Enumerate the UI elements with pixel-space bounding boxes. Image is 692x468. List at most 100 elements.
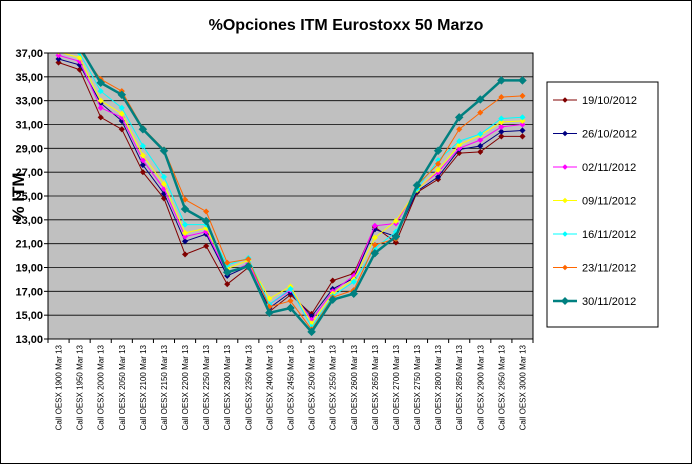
data-point <box>454 112 464 122</box>
data-point <box>477 142 484 150</box>
legend-label: 30/11/2012 <box>582 296 636 308</box>
x-tick-label: Call OESX 2900 Mar 13 <box>476 344 485 430</box>
x-tick-label: Call OESX 2000 Mar 13 <box>97 344 106 430</box>
data-point <box>498 115 505 122</box>
x-tick-label: Call OESX 2300 Mar 13 <box>223 344 232 430</box>
y-tick-label: 35,00 <box>15 72 43 84</box>
legend-label: 26/10/2012 <box>582 129 637 141</box>
data-point <box>96 78 106 88</box>
data-point <box>475 95 485 104</box>
y-tick-label: 37,00 <box>15 48 43 60</box>
x-tick-label: Call OESX 2500 Mar 13 <box>308 344 317 430</box>
data-point <box>160 173 168 181</box>
legend-marker <box>562 264 568 271</box>
data-point <box>55 53 62 59</box>
y-tick-label: 31,00 <box>15 120 43 132</box>
data-point <box>477 136 484 144</box>
legend-marker <box>562 130 568 137</box>
data-point <box>371 241 379 249</box>
legend-label: 19/10/2012 <box>582 95 637 107</box>
y-tick-label: 19,00 <box>15 263 43 275</box>
y-tick-label: 17,00 <box>15 286 43 298</box>
data-point <box>519 117 526 125</box>
data-point <box>519 114 526 121</box>
x-tick-label: Call OESX 2100 Mar 13 <box>139 344 148 430</box>
data-point <box>224 259 231 266</box>
legend-marker <box>561 297 569 305</box>
y-tick-label: 27,00 <box>15 167 43 179</box>
plot-area: 13,00 15,00 17,00 19,00 21,00 23,00 25,00 27,00… <box>15 43 534 430</box>
data-point <box>412 180 422 190</box>
y-tick-label: 15,00 <box>15 310 43 322</box>
data-point <box>456 126 463 133</box>
data-point <box>477 148 484 156</box>
legend-label: 16/11/2012 <box>582 229 636 241</box>
x-tick-label: Call OESX 2150 Mar 13 <box>160 344 169 430</box>
chart-title: %Opciones ITM Eurostoxx 50 Marzo <box>209 17 484 34</box>
x-tick-label: Call OESX 2350 Mar 13 <box>244 344 253 430</box>
data-point <box>139 152 147 159</box>
data-point <box>349 289 359 299</box>
data-point <box>328 295 338 305</box>
data-point <box>266 295 273 302</box>
data-point <box>498 128 505 135</box>
x-tick-label: Call OESX 1900 Mar 13 <box>55 344 64 430</box>
legend-box <box>546 81 659 328</box>
data-point <box>181 229 189 237</box>
x-tick-label: Call OESX 2650 Mar 13 <box>371 344 380 430</box>
data-point <box>498 118 505 126</box>
data-point <box>243 261 253 271</box>
legend-label: 02/11/2012 <box>582 162 636 174</box>
data-point <box>181 196 189 203</box>
data-point <box>433 146 443 156</box>
data-point <box>181 233 189 240</box>
data-point <box>498 93 505 101</box>
x-tick-label: Call OESX 2800 Mar 13 <box>434 344 443 430</box>
data-point <box>477 130 484 138</box>
data-point <box>159 146 169 156</box>
legend-marker <box>562 197 568 204</box>
data-point <box>97 97 104 104</box>
data-point <box>434 160 442 167</box>
data-point <box>97 104 104 111</box>
x-tick-label: Call OESX 2600 Mar 13 <box>350 344 359 430</box>
data-point <box>370 248 380 258</box>
data-point <box>181 221 189 228</box>
data-point <box>76 43 84 51</box>
data-point <box>371 222 379 229</box>
legend-marker <box>562 97 568 103</box>
x-tick-label: Call OESX 2400 Mar 13 <box>265 344 274 430</box>
data-point <box>265 308 274 318</box>
data-point <box>392 217 400 225</box>
x-tick-label: Call OESX 2750 Mar 13 <box>413 344 422 430</box>
y-tick-label: 23,00 <box>15 215 43 227</box>
data-point <box>434 166 442 173</box>
data-point <box>519 127 526 134</box>
data-point <box>97 114 104 121</box>
data-point <box>139 161 147 169</box>
data-point <box>55 55 62 63</box>
data-point <box>117 90 127 100</box>
data-point <box>139 157 147 164</box>
legend-label: 09/11/2012 <box>582 196 636 208</box>
data-point <box>181 251 189 258</box>
data-point <box>202 242 210 250</box>
x-tick-label: Call OESX 2950 Mar 13 <box>497 344 506 430</box>
x-tick-label: Call OESX 2050 Mar 13 <box>118 344 127 430</box>
data-point <box>118 104 125 111</box>
x-tick-label: Call OESX 2850 Mar 13 <box>455 344 464 430</box>
data-point <box>202 208 210 215</box>
data-point <box>118 110 125 117</box>
data-point <box>97 87 104 95</box>
data-point <box>76 58 83 65</box>
data-point <box>497 76 506 85</box>
data-point <box>498 123 505 131</box>
data-point <box>180 204 190 214</box>
data-point <box>222 267 232 277</box>
data-point <box>201 216 211 226</box>
series-group <box>55 43 527 337</box>
x-tick-label: Call OESX 3000 Mar 13 <box>518 344 527 430</box>
y-tick-label: 29,00 <box>15 143 43 155</box>
